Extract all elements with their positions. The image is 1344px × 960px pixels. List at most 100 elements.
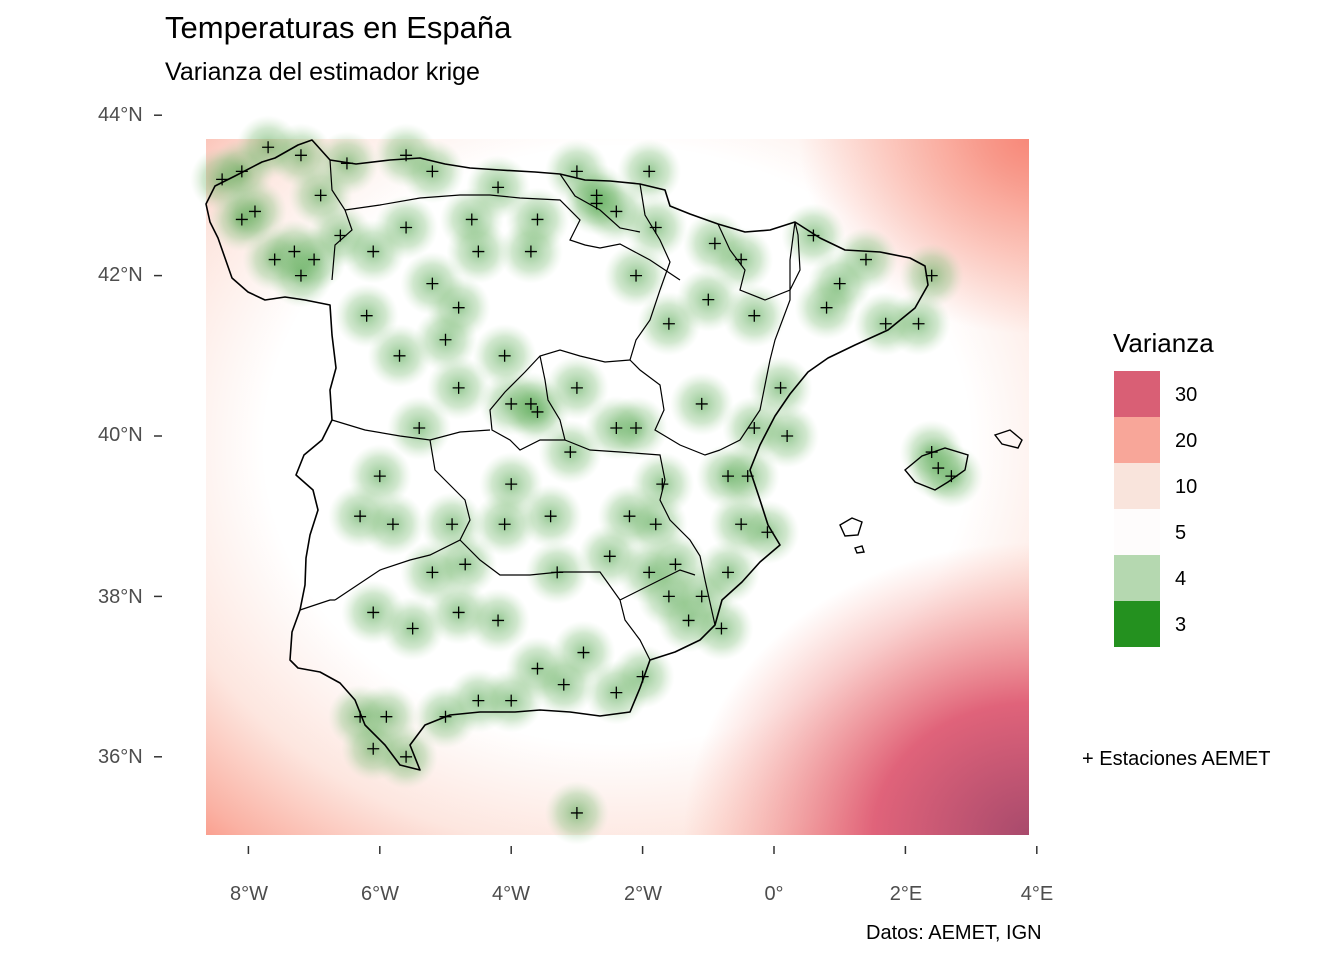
station-marker <box>531 405 544 418</box>
station-marker <box>636 670 649 683</box>
chart-subtitle: Varianza del estimador krige <box>165 58 480 86</box>
x-axis-ticks <box>247 846 1038 854</box>
station-marker <box>354 510 367 523</box>
station-marker <box>400 149 413 162</box>
station-marker <box>610 421 623 434</box>
station-marker <box>649 518 662 531</box>
station-marker <box>735 518 748 531</box>
station-marker <box>662 317 675 330</box>
legend-key-20 <box>1114 417 1160 463</box>
station-marker <box>820 301 833 314</box>
station-marker <box>367 606 380 619</box>
station-marker <box>722 566 735 579</box>
legend-label-10: 10 <box>1175 476 1198 498</box>
x-tick-label-2e: 2°E <box>889 883 923 905</box>
station-marker <box>570 806 583 819</box>
station-marker <box>879 317 892 330</box>
station-marker <box>294 149 307 162</box>
data-source-caption: Datos: AEMET, IGN <box>866 922 1042 944</box>
station-marker <box>472 245 485 258</box>
station-marker <box>807 229 820 242</box>
x-tick-label-0: 0° <box>764 883 784 905</box>
station-marker <box>722 470 735 483</box>
station-marker <box>741 470 754 483</box>
station-marker <box>340 157 353 170</box>
station-marker <box>505 397 518 410</box>
station-marker <box>774 381 787 394</box>
station-marker <box>446 518 459 531</box>
station-marker <box>945 470 958 483</box>
station-marker <box>656 478 669 491</box>
station-marker <box>649 221 662 234</box>
station-marker <box>492 614 505 627</box>
station-marker <box>294 269 307 282</box>
station-marker <box>643 165 656 178</box>
station-marker <box>715 622 728 635</box>
station-marker <box>498 518 511 531</box>
station-marker <box>386 518 399 531</box>
station-marker <box>544 510 557 523</box>
station-marker <box>859 253 872 266</box>
station-marker <box>643 566 656 579</box>
station-marker <box>531 213 544 226</box>
station-marker <box>833 277 846 290</box>
y-tick-label-38n: 38°N <box>98 586 143 608</box>
station-marker <box>459 558 472 571</box>
x-tick-label-4w: 4°W <box>492 883 530 905</box>
station-markers <box>216 141 958 819</box>
station-marker <box>735 253 748 266</box>
station-marker <box>590 189 603 202</box>
station-marker <box>426 566 439 579</box>
stations-legend-note: + Estaciones AEMET <box>1082 748 1271 770</box>
station-marker <box>925 446 938 459</box>
station-marker <box>524 397 537 410</box>
legend-label-5: 5 <box>1175 522 1187 544</box>
x-tick-label-4e: 4°E <box>1020 883 1054 905</box>
station-marker <box>406 622 419 635</box>
station-marker <box>603 550 616 563</box>
station-marker <box>761 526 774 539</box>
station-marker <box>360 309 373 322</box>
station-marker <box>248 205 261 218</box>
station-marker <box>452 301 465 314</box>
legend-key-30 <box>1114 371 1160 417</box>
station-marker <box>564 446 577 459</box>
station-marker <box>781 430 794 442</box>
station-marker <box>373 470 386 483</box>
station-marker <box>465 213 478 226</box>
station-marker <box>577 646 590 659</box>
station-marker <box>570 165 583 178</box>
station-marker <box>695 397 708 410</box>
station-marker <box>400 750 413 763</box>
legend-label-3: 3 <box>1175 614 1187 636</box>
station-marker <box>748 421 761 434</box>
legend-key-5 <box>1114 509 1160 555</box>
station-marker <box>367 245 380 258</box>
station-marker <box>354 710 367 723</box>
x-tick-label-8w: 8°W <box>230 883 268 905</box>
station-marker <box>531 662 544 675</box>
station-marker <box>557 678 570 691</box>
station-marker <box>308 253 321 266</box>
station-marker <box>288 245 301 258</box>
x-tick-label-6w: 6°W <box>361 883 399 905</box>
station-marker <box>268 253 281 266</box>
station-marker <box>235 213 248 226</box>
station-marker <box>630 269 643 282</box>
legend-key-4 <box>1114 555 1160 601</box>
balearic-islands <box>839 429 1023 554</box>
station-marker <box>623 510 636 523</box>
legend-label-20: 20 <box>1175 430 1198 452</box>
peninsula-outline <box>205 139 929 771</box>
station-marker <box>570 381 583 394</box>
station-marker <box>452 381 465 394</box>
station-marker <box>314 189 327 202</box>
station-marker <box>413 421 426 434</box>
station-marker <box>498 349 511 362</box>
station-marker <box>695 590 708 603</box>
station-marker <box>235 165 248 178</box>
station-marker <box>334 229 347 242</box>
station-marker <box>669 558 682 571</box>
y-tick-label-42n: 42°N <box>98 264 143 286</box>
